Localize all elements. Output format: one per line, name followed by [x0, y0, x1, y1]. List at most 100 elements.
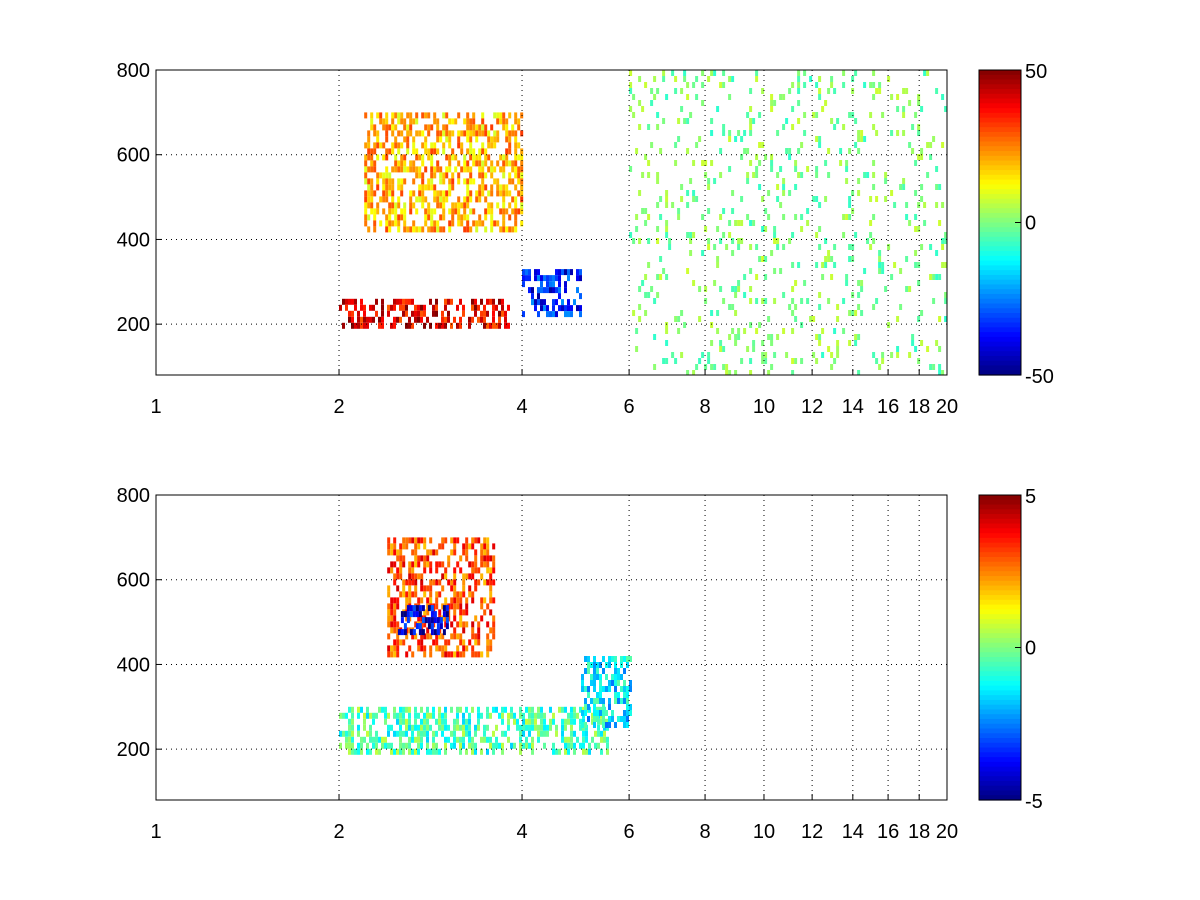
heatmap-cell: [445, 172, 449, 179]
heatmap-cell: [665, 358, 669, 364]
heatmap-cell: [468, 736, 471, 743]
heatmap-cell: [424, 184, 428, 191]
heatmap-cell: [486, 310, 489, 317]
heatmap-cell: [600, 748, 603, 755]
heatmap-cell: [590, 662, 593, 668]
heatmap-cell: [427, 202, 431, 209]
heatmap-cell: [405, 304, 408, 311]
heatmap-cell: [412, 118, 416, 125]
heatmap-cell: [716, 256, 720, 262]
heatmap-cell: [716, 106, 720, 112]
heatmap-cell: [549, 724, 552, 731]
heatmap-cell: [471, 597, 475, 604]
heatmap-cell: [540, 712, 543, 719]
heatmap-cell: [460, 202, 464, 209]
heatmap-cell: [788, 148, 792, 154]
heatmap-cell: [854, 340, 858, 346]
heatmap-cell: [430, 124, 434, 131]
heatmap-cell: [459, 742, 462, 749]
heatmap-cell: [382, 172, 386, 179]
heatmap-cell: [417, 316, 420, 323]
heatmap-cell: [414, 748, 417, 755]
heatmap-cell: [393, 621, 397, 628]
heatmap-cell: [420, 316, 423, 323]
heatmap-cell: [531, 724, 534, 731]
heatmap-cell: [761, 298, 765, 304]
heatmap-cell: [477, 567, 481, 574]
colorbar-segment: [979, 790, 1021, 796]
heatmap-cell: [917, 154, 921, 160]
colorbar-segment: [979, 576, 1021, 582]
heatmap-cell: [797, 262, 801, 268]
heatmap-cell: [899, 184, 903, 190]
heatmap-cell: [686, 370, 690, 375]
heatmap-cell: [382, 154, 386, 161]
heatmap-cell: [579, 293, 582, 300]
heatmap-cell: [517, 208, 521, 215]
colorbar-segment: [979, 179, 1021, 185]
x-tick-label: 6: [624, 396, 635, 418]
heatmap-cell: [451, 208, 455, 215]
heatmap-cell: [502, 124, 506, 131]
heatmap-cell: [511, 178, 515, 185]
heatmap-cell: [932, 274, 936, 280]
heatmap-cell: [469, 178, 473, 185]
colorbar-segment: [979, 222, 1021, 228]
heatmap-cell: [453, 615, 457, 622]
heatmap-cell: [495, 724, 498, 731]
heatmap-cell: [417, 748, 420, 755]
heatmap-cell: [564, 724, 567, 731]
heatmap-cell: [483, 316, 486, 323]
heatmap-cell: [433, 190, 437, 197]
heatmap-cell: [505, 130, 509, 137]
heatmap-cell: [396, 718, 399, 725]
heatmap-cell: [576, 712, 579, 719]
heatmap-cell: [487, 208, 491, 215]
heatmap-cell: [484, 130, 488, 137]
heatmap-cell: [339, 730, 342, 737]
heatmap-cell: [932, 136, 936, 142]
heatmap-cell: [367, 226, 371, 233]
heatmap-cell: [611, 674, 614, 680]
heatmap-cell: [502, 220, 506, 227]
heatmap-cell: [441, 724, 444, 731]
heatmap-cell: [944, 316, 947, 322]
colorbar-segment: [979, 198, 1021, 205]
heatmap-cell: [444, 597, 448, 604]
heatmap-cell: [466, 178, 470, 185]
heatmap-cell: [638, 304, 642, 310]
heatmap-cell: [701, 352, 705, 358]
colorbar-segment: [979, 79, 1021, 85]
heatmap-cell: [716, 328, 720, 334]
heatmap-cell: [602, 722, 605, 728]
heatmap-cell: [357, 316, 360, 323]
heatmap-cell: [456, 633, 460, 640]
heatmap-cell: [436, 136, 440, 143]
heatmap-cell: [638, 316, 642, 322]
heatmap-cell: [528, 724, 531, 731]
heatmap-cell: [815, 82, 819, 88]
heatmap-cell: [456, 537, 460, 544]
heatmap-cell: [543, 287, 546, 294]
heatmap-cell: [339, 304, 342, 311]
heatmap-cell: [417, 555, 421, 562]
heatmap-cell: [390, 609, 394, 616]
heatmap-cell: [540, 275, 543, 282]
heatmap-cell: [465, 537, 469, 544]
y-tick-label: 800: [117, 60, 150, 82]
colorbar-segment: [979, 757, 1021, 763]
heatmap-cell: [462, 718, 465, 725]
heatmap-cell: [363, 304, 366, 311]
heatmap-cell: [514, 148, 518, 155]
heatmap-cell: [821, 328, 825, 334]
heatmap-cell: [782, 184, 786, 190]
heatmap-cell: [405, 310, 408, 317]
heatmap-cell: [546, 724, 549, 731]
heatmap-cell: [489, 579, 493, 586]
heatmap-cell: [462, 310, 465, 317]
heatmap-cell: [354, 748, 357, 755]
heatmap-cell: [468, 724, 471, 731]
heatmap-cell: [623, 722, 626, 728]
heatmap-cell: [797, 70, 801, 76]
heatmap-cell: [644, 220, 648, 226]
